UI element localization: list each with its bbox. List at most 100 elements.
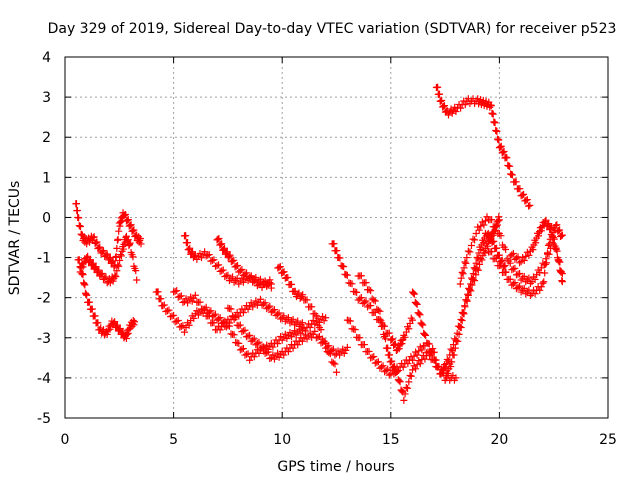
data-point	[516, 259, 524, 267]
data-point	[98, 248, 106, 256]
data-point	[415, 310, 423, 318]
data-point	[478, 218, 486, 226]
data-point	[497, 232, 505, 240]
data-point	[474, 255, 482, 263]
data-point	[126, 221, 134, 229]
data-point	[207, 257, 215, 265]
data-point	[390, 370, 398, 378]
data-point	[494, 217, 502, 225]
data-point	[438, 96, 446, 104]
data-point	[83, 291, 91, 299]
data-point	[552, 246, 560, 254]
tick-layer: 0 5 10 15 20 25 -5 -4 -3 -2 -1 0 1 2 3 4	[37, 50, 617, 448]
data-point	[127, 221, 135, 229]
data-point	[448, 109, 456, 117]
data-point	[246, 356, 254, 364]
data-point	[234, 261, 242, 269]
data-point	[506, 259, 514, 267]
data-point	[283, 315, 291, 323]
data-point	[184, 239, 192, 247]
data-point	[543, 250, 551, 258]
data-point	[238, 265, 246, 273]
data-point	[96, 243, 104, 251]
data-point	[440, 102, 448, 110]
data-point	[93, 238, 101, 246]
data-point	[210, 256, 218, 264]
data-point	[256, 275, 264, 283]
data-point	[236, 346, 244, 354]
data-point	[490, 237, 498, 245]
data-point	[496, 143, 504, 151]
data-point	[508, 171, 516, 179]
data-point	[447, 363, 455, 371]
data-point	[198, 254, 206, 262]
data-point	[478, 256, 486, 264]
data-point	[343, 271, 351, 279]
data-point	[221, 322, 229, 330]
data-point	[333, 368, 340, 376]
data-point	[373, 358, 381, 366]
data-point	[495, 136, 503, 144]
data-point	[493, 127, 501, 135]
data-point	[102, 273, 110, 281]
data-point	[246, 302, 254, 310]
data-point	[173, 317, 181, 325]
data-point	[526, 279, 534, 287]
data-point	[266, 302, 274, 310]
data-point	[213, 262, 221, 270]
data-point	[388, 335, 396, 343]
data-point	[492, 255, 500, 263]
data-point	[495, 216, 503, 224]
data-point	[511, 279, 519, 287]
data-point	[283, 334, 291, 342]
data-point	[459, 270, 467, 278]
data-point	[506, 275, 514, 283]
data-point	[308, 303, 316, 311]
data-point	[495, 251, 503, 259]
data-point	[348, 280, 356, 288]
series-18	[506, 216, 566, 286]
data-point	[274, 310, 282, 318]
data-point	[376, 307, 384, 315]
data-point	[404, 384, 412, 392]
data-point	[421, 330, 429, 338]
data-point	[247, 299, 255, 307]
data-point	[487, 102, 495, 110]
data-point	[467, 242, 475, 250]
data-point	[522, 278, 530, 286]
data-point	[460, 264, 468, 272]
data-point	[244, 305, 252, 313]
data-point	[362, 279, 370, 287]
data-point	[415, 347, 423, 355]
data-point	[227, 305, 235, 313]
data-point	[523, 196, 531, 204]
data-point	[520, 257, 528, 265]
data-point	[531, 290, 539, 298]
data-point	[301, 331, 309, 339]
x-tick-label: 5	[169, 432, 178, 448]
data-point	[90, 233, 98, 241]
data-point	[523, 288, 531, 296]
data-point	[117, 251, 125, 259]
data-point	[432, 356, 440, 364]
data-point	[441, 376, 449, 384]
data-point	[471, 236, 479, 244]
data-point	[191, 291, 199, 299]
data-point	[400, 396, 408, 404]
data-point	[277, 315, 285, 323]
data-point	[441, 364, 449, 372]
y-tick-label: 3	[42, 90, 51, 106]
data-point	[488, 216, 496, 224]
data-point	[208, 256, 216, 264]
data-point	[469, 235, 477, 243]
data-point	[490, 227, 498, 235]
data-point	[531, 275, 539, 283]
data-point	[386, 351, 394, 359]
data-point	[472, 229, 480, 237]
data-point	[558, 231, 566, 239]
data-point	[129, 316, 137, 324]
data-point	[343, 343, 351, 351]
data-point	[367, 354, 375, 362]
data-point	[455, 330, 463, 338]
data-point	[536, 286, 544, 294]
